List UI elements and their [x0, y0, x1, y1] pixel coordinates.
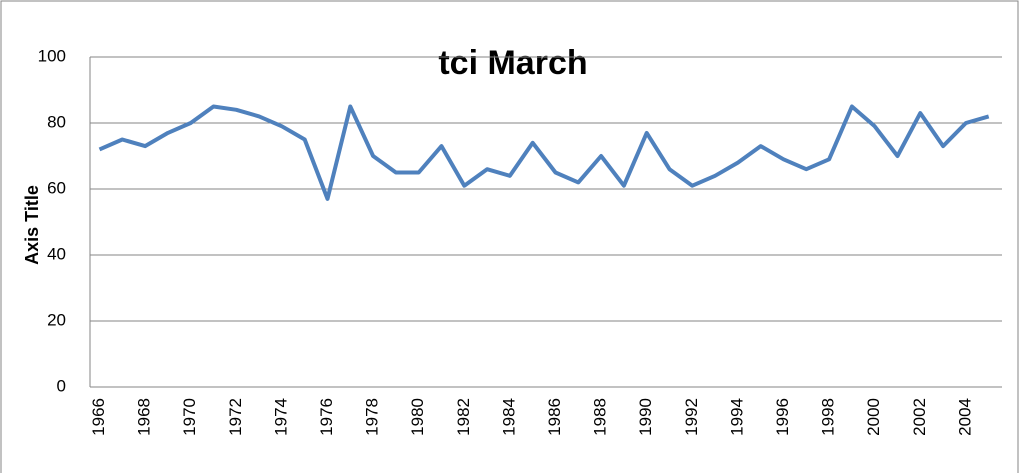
x-tick-label: 2000 — [864, 398, 883, 436]
x-tick-label: 1992 — [682, 398, 701, 436]
y-axis-title: Axis Title — [22, 185, 42, 265]
data-line — [98, 104, 990, 201]
x-tick-label: 2004 — [955, 398, 974, 436]
x-tick-label: 1986 — [545, 398, 564, 436]
y-tick-label: 0 — [57, 376, 66, 395]
x-tick-label: 1988 — [591, 398, 610, 436]
x-tick-label: 1982 — [454, 398, 473, 436]
x-tick-label: 1970 — [180, 398, 199, 436]
x-tick-label: 1984 — [499, 398, 518, 436]
y-tick-label: 20 — [47, 310, 66, 329]
x-tick-label: 1998 — [819, 398, 838, 436]
x-tick-label: 1974 — [271, 398, 290, 436]
x-tick-label: 1978 — [363, 398, 382, 436]
y-tick-label: 100 — [38, 46, 66, 65]
x-tick-label: 1968 — [135, 398, 154, 436]
y-tick-label: 60 — [47, 178, 66, 197]
x-tick-label: 1996 — [773, 398, 792, 436]
x-tick-label: 2002 — [910, 398, 929, 436]
y-tick-label: 40 — [47, 244, 66, 263]
x-tick-label: 1990 — [636, 398, 655, 436]
x-tick-label: 1966 — [89, 398, 108, 436]
x-tick-label: 1994 — [727, 398, 746, 436]
chart-title: tci March — [438, 44, 587, 82]
x-tick-label: 1972 — [226, 398, 245, 436]
x-tick-label: 1976 — [317, 398, 336, 436]
x-tick-label: 1980 — [408, 398, 427, 436]
y-tick-label: 80 — [47, 112, 66, 131]
